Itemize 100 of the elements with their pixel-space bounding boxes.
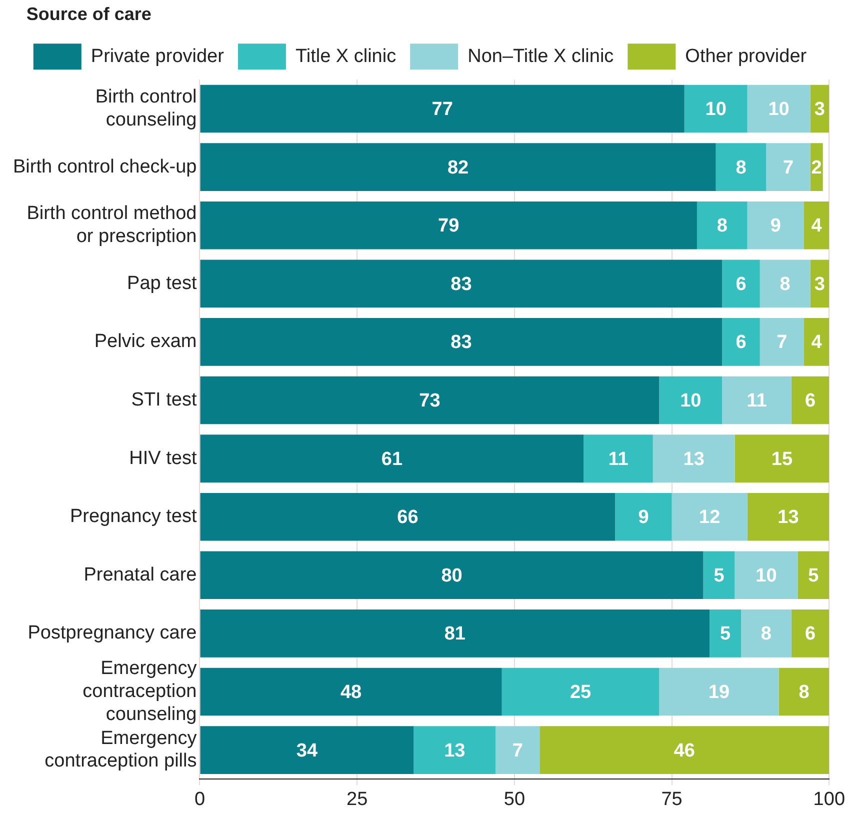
data-label: 73: [419, 390, 440, 412]
bar: [766, 143, 810, 191]
data-label: 5: [714, 565, 725, 586]
bar: [722, 260, 760, 308]
data-label: 83: [450, 274, 472, 295]
data-label: 7: [782, 157, 794, 178]
data-label: 10: [705, 98, 726, 120]
data-label: 83: [450, 332, 472, 354]
data-label: 3: [814, 98, 825, 120]
y-tick-label: Birth control counseling: [95, 86, 197, 130]
y-tick-label: HIV test: [129, 448, 198, 469]
bar: [684, 84, 748, 133]
data-label: 9: [638, 507, 649, 528]
bar: [760, 318, 804, 366]
y-tick-label: Pelvic exam: [94, 331, 197, 352]
data-label: 6: [804, 624, 816, 645]
data-label: 6: [736, 274, 746, 295]
data-label: 8: [760, 624, 772, 645]
data-label: 61: [381, 448, 403, 470]
data-label: 48: [340, 682, 362, 703]
data-label: 6: [804, 390, 816, 412]
bar: [615, 492, 672, 541]
bar: [747, 201, 804, 250]
data-label: 12: [698, 507, 720, 528]
data-label: 13: [778, 507, 799, 528]
bar: [584, 434, 653, 482]
y-tick-label: Pregnancy test: [70, 506, 198, 528]
data-label: 7: [512, 740, 523, 762]
legend-title: Source of care: [26, 4, 152, 24]
y-tick-label: Emergency contraception counseling: [82, 658, 198, 725]
bar: [200, 84, 684, 133]
data-label: 77: [432, 98, 453, 120]
bar: [791, 376, 830, 424]
bar: [659, 376, 722, 424]
bar: [200, 551, 704, 600]
data-label: 9: [770, 216, 781, 237]
bar: [502, 668, 660, 716]
data-label: 34: [296, 740, 318, 762]
bar: [804, 318, 830, 366]
y-tick-label: Postpregnancy care: [28, 622, 197, 644]
bar: [659, 668, 779, 716]
legend-label: Non–Title X clinic: [468, 46, 614, 67]
bar: [200, 376, 660, 424]
y-tick-label: Birth control check-up: [12, 156, 197, 178]
y-tick-label: Birth control method or prescription: [26, 203, 197, 247]
bar: [798, 551, 830, 600]
bar: [200, 610, 710, 658]
y-tick-label: Prenatal care: [84, 564, 197, 586]
data-label: 66: [397, 507, 418, 528]
data-label: 10: [768, 98, 790, 120]
bar: [672, 492, 748, 541]
bar: [741, 610, 792, 658]
bar: [760, 260, 810, 308]
bar: [200, 318, 722, 366]
bar: [540, 726, 830, 774]
data-label: 46: [674, 740, 695, 762]
data-label: 25: [570, 682, 592, 703]
data-label: 5: [808, 565, 820, 586]
bar: [716, 143, 766, 191]
x-tick-label: 75: [661, 788, 682, 810]
bar: [200, 434, 584, 482]
data-label: 10: [756, 565, 777, 586]
bar: [722, 376, 792, 424]
bar: [734, 434, 830, 482]
bar: [200, 726, 414, 774]
data-label: 81: [444, 624, 466, 645]
bar: [734, 551, 798, 600]
x-tick-label: 50: [504, 788, 526, 810]
legend-label: Other provider: [685, 46, 808, 67]
x-tick-label: 100: [813, 788, 845, 810]
bar: [778, 668, 830, 716]
legend-label: Title X clinic: [295, 46, 396, 67]
bar: [200, 492, 616, 541]
bar: [710, 610, 742, 658]
data-label: 80: [441, 565, 462, 586]
data-label: 10: [680, 390, 702, 412]
data-label: 82: [447, 157, 469, 178]
data-label: 8: [736, 157, 746, 178]
bar: [414, 726, 496, 774]
data-label: 13: [444, 740, 466, 762]
data-label: 2: [811, 157, 822, 178]
bar: [696, 201, 748, 250]
data-label: 11: [608, 448, 629, 470]
bar: [747, 84, 810, 133]
bar: [747, 492, 830, 541]
data-label: 3: [814, 274, 825, 295]
bar: [200, 143, 716, 191]
data-label: 11: [746, 390, 768, 412]
bar: [804, 201, 830, 250]
y-tick-label: STI test: [131, 389, 198, 410]
bar: [791, 610, 830, 658]
data-label: 8: [798, 682, 810, 703]
data-label: 7: [776, 332, 788, 354]
bar: [200, 201, 697, 250]
data-label: 19: [708, 682, 730, 703]
bar: [496, 726, 540, 774]
bar: [200, 668, 502, 716]
y-tick-label: Pap test: [127, 272, 198, 294]
data-label: 5: [720, 624, 732, 645]
bar: [722, 318, 760, 366]
